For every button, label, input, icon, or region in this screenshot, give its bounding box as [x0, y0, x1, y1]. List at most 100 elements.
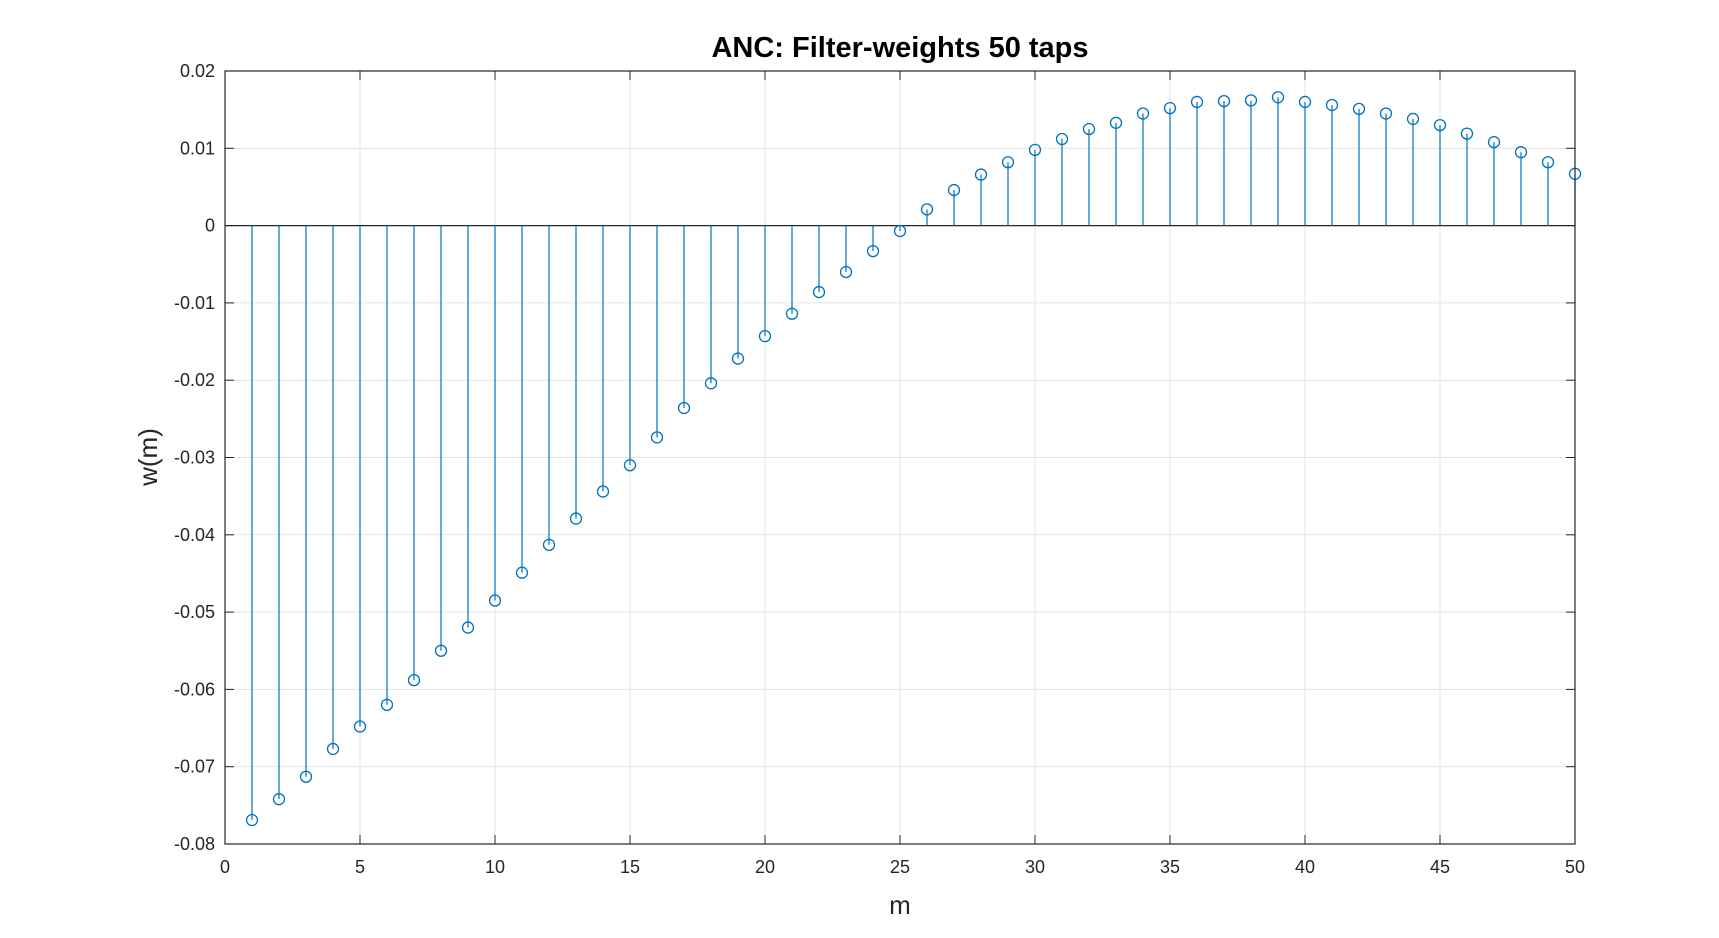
x-tick-label: 50 — [1565, 857, 1585, 877]
stem-point — [920, 203, 934, 226]
stem-marker — [434, 644, 448, 657]
x-tick-label: 5 — [355, 857, 365, 877]
stem-marker — [1325, 98, 1339, 112]
axis-ticks — [224, 70, 1576, 845]
y-tick-label: -0.05 — [174, 602, 215, 622]
stem-marker — [1271, 91, 1285, 104]
stem-point — [1028, 143, 1042, 226]
stem-point — [1136, 107, 1150, 226]
stem-point — [1514, 146, 1528, 226]
x-tick-label: 0 — [220, 857, 230, 877]
stem-point — [839, 225, 853, 279]
stem-point — [704, 225, 718, 390]
stem-marker — [1514, 146, 1528, 159]
stem-marker — [1001, 156, 1015, 169]
stem-point — [758, 225, 772, 343]
stem-marker — [758, 329, 772, 343]
stem-marker — [407, 673, 421, 687]
stem-marker — [1082, 122, 1096, 136]
stem-point — [677, 225, 691, 415]
stem-marker — [785, 307, 799, 320]
x-tick-label: 30 — [1025, 857, 1045, 877]
y-tick-label: -0.04 — [174, 525, 215, 545]
stem-point — [812, 225, 826, 299]
y-tick-label: -0.02 — [174, 370, 215, 390]
stem-marker — [1487, 135, 1501, 149]
stem-marker — [1541, 156, 1555, 169]
y-tick-label: -0.03 — [174, 448, 215, 468]
stem-marker — [596, 485, 610, 498]
stem-point — [326, 225, 340, 756]
y-tick-label: -0.08 — [174, 834, 215, 854]
stem-point — [380, 225, 394, 712]
x-tick-label: 25 — [890, 857, 910, 877]
stem-point — [1433, 118, 1447, 226]
y-axis-label: w(m) — [133, 428, 163, 487]
stem-marker — [1136, 107, 1150, 120]
x-tick-labels: 0 5 10 15 20 25 30 35 40 45 50 — [220, 857, 1585, 877]
stem-point — [1460, 127, 1474, 226]
y-tick-label: -0.07 — [174, 757, 215, 777]
stem-marker — [1244, 94, 1258, 107]
stem-point — [1109, 116, 1123, 226]
chart-title: ANC: Filter-weights 50 taps — [711, 32, 1088, 64]
stem-marker — [272, 793, 286, 806]
stem-marker — [299, 770, 313, 783]
stem-point — [515, 225, 529, 579]
x-tick-label: 10 — [485, 857, 505, 877]
stem-marker — [1352, 102, 1366, 116]
stem-point — [731, 225, 745, 365]
stem-marker — [650, 431, 664, 444]
stem-marker — [380, 698, 394, 712]
stem-point — [1082, 122, 1096, 226]
stem-marker — [623, 459, 637, 472]
stem-marker — [920, 203, 934, 216]
stem-marker — [974, 168, 988, 181]
y-tick-label: -0.06 — [174, 679, 215, 699]
stem-marker — [1055, 132, 1069, 146]
stem-point — [1541, 156, 1555, 226]
stem-point — [1217, 94, 1231, 226]
stem-point — [1325, 98, 1339, 226]
stem-marker — [704, 377, 718, 390]
stem-point — [893, 224, 907, 238]
stem-point — [1163, 101, 1177, 226]
stem-marker — [866, 244, 880, 258]
stem-marker — [1379, 107, 1393, 120]
stem-point — [461, 225, 475, 634]
stem-marker — [1028, 143, 1042, 156]
stem-point — [650, 225, 664, 444]
stem-marker — [839, 265, 853, 279]
stem-point — [542, 225, 556, 551]
stem-point — [245, 225, 259, 827]
stem-point — [974, 168, 988, 226]
stem-marker — [515, 566, 529, 579]
stem-marker — [1163, 101, 1177, 115]
stem-marker — [947, 183, 961, 197]
stem-marker — [1406, 112, 1420, 126]
stem-point — [1352, 102, 1366, 226]
x-tick-label: 45 — [1430, 857, 1450, 877]
stem-marker — [245, 813, 259, 827]
stem-marker — [812, 285, 826, 299]
stem-point — [785, 225, 799, 320]
x-tick-label: 15 — [620, 857, 640, 877]
stem-marker — [461, 621, 475, 634]
stem-marker — [731, 352, 745, 365]
stem-point — [407, 225, 421, 687]
stem-point — [299, 225, 313, 783]
stem-point — [1379, 107, 1393, 226]
stem-point — [623, 225, 637, 472]
stem-point — [353, 225, 367, 733]
stem-marker — [677, 401, 691, 415]
stem-point — [1055, 132, 1069, 226]
stem-marker — [893, 224, 907, 238]
stem-marker — [1298, 95, 1312, 109]
stem-point — [488, 225, 502, 607]
stem-marker — [1217, 94, 1231, 108]
stem-point — [1244, 94, 1258, 226]
stem-point — [1271, 91, 1285, 226]
stem-point — [1001, 156, 1015, 226]
x-tick-label: 35 — [1160, 857, 1180, 877]
stem-marker — [1460, 127, 1474, 140]
